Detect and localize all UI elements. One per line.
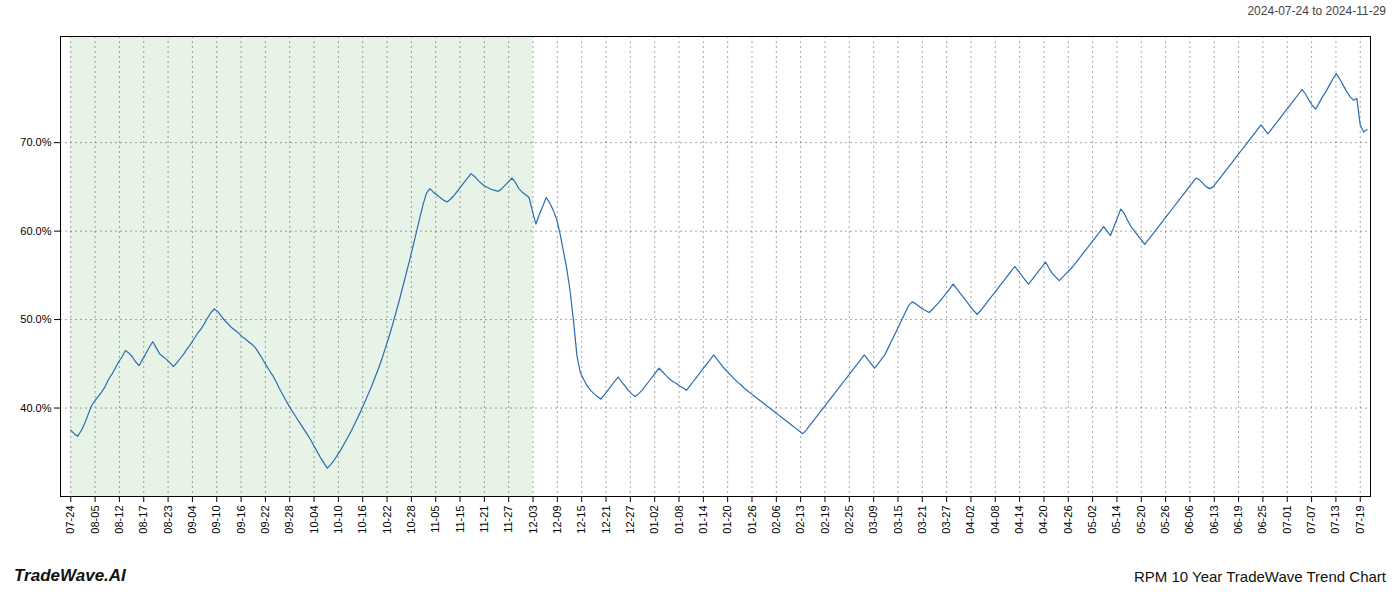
svg-text:05-20: 05-20	[1135, 506, 1147, 534]
svg-text:01-02: 01-02	[648, 506, 660, 534]
svg-text:12-21: 12-21	[600, 506, 612, 534]
svg-text:04-26: 04-26	[1062, 506, 1074, 534]
svg-text:06-25: 06-25	[1256, 506, 1268, 534]
svg-text:50.0%: 50.0%	[20, 313, 51, 325]
svg-text:12-03: 12-03	[527, 506, 539, 534]
svg-text:05-14: 05-14	[1110, 506, 1122, 534]
svg-text:08-05: 08-05	[89, 506, 101, 534]
svg-text:12-15: 12-15	[575, 506, 587, 534]
svg-text:04-14: 04-14	[1013, 506, 1025, 534]
svg-text:08-23: 08-23	[162, 506, 174, 534]
svg-text:01-26: 01-26	[746, 506, 758, 534]
svg-text:10-04: 10-04	[308, 506, 320, 534]
svg-text:08-12: 08-12	[113, 506, 125, 534]
svg-text:06-06: 06-06	[1183, 506, 1195, 534]
svg-text:07-07: 07-07	[1305, 506, 1317, 534]
svg-text:10-22: 10-22	[381, 506, 393, 534]
svg-text:09-04: 09-04	[186, 506, 198, 534]
svg-text:05-26: 05-26	[1159, 506, 1171, 534]
svg-text:04-20: 04-20	[1037, 506, 1049, 534]
svg-text:01-14: 01-14	[697, 506, 709, 534]
svg-text:11-21: 11-21	[478, 506, 490, 533]
svg-text:11-05: 11-05	[429, 506, 441, 533]
svg-text:06-19: 06-19	[1232, 506, 1244, 534]
svg-text:02-06: 02-06	[770, 506, 782, 534]
svg-text:12-09: 12-09	[551, 506, 563, 534]
svg-text:07-01: 07-01	[1281, 506, 1293, 534]
svg-text:07-13: 07-13	[1329, 506, 1341, 534]
svg-text:10-28: 10-28	[405, 506, 417, 534]
svg-text:04-08: 04-08	[989, 506, 1001, 534]
svg-text:10-16: 10-16	[356, 506, 368, 534]
svg-text:40.0%: 40.0%	[20, 402, 51, 414]
svg-text:09-10: 09-10	[210, 506, 222, 534]
svg-text:09-16: 09-16	[235, 506, 247, 534]
svg-text:01-20: 01-20	[721, 506, 733, 534]
svg-text:07-19: 07-19	[1354, 506, 1366, 534]
html-text:TradeWave.AI: TradeWave.AI	[14, 566, 126, 585]
html-text:2024-07-24 to 2024-11-29: 2024-07-24 to 2024-11-29	[1247, 4, 1386, 18]
html-text:RPM 10 Year TradeWave Trend Ch: RPM 10 Year TradeWave Trend Chart	[1133, 567, 1386, 585]
svg-text:09-22: 09-22	[259, 506, 271, 534]
svg-text:03-09: 03-09	[867, 506, 879, 534]
svg-text:03-15: 03-15	[891, 506, 903, 534]
svg-text:01-08: 01-08	[673, 506, 685, 534]
svg-text:12-27: 12-27	[624, 506, 636, 534]
svg-text:04-02: 04-02	[964, 506, 976, 534]
svg-text:08-17: 08-17	[137, 506, 149, 534]
svg-text:03-27: 03-27	[940, 506, 952, 534]
svg-text:09-28: 09-28	[283, 506, 295, 534]
svg-text:03-21: 03-21	[916, 506, 928, 534]
svg-text:06-13: 06-13	[1208, 506, 1220, 534]
svg-text:11-27: 11-27	[502, 506, 514, 533]
svg-text:02-25: 02-25	[843, 506, 855, 534]
svg-text:10-10: 10-10	[332, 506, 344, 534]
svg-text:60.0%: 60.0%	[20, 225, 51, 237]
svg-text:11-15: 11-15	[454, 506, 466, 533]
svg-text:70.0%: 70.0%	[20, 136, 51, 148]
svg-text:05-02: 05-02	[1086, 506, 1098, 534]
svg-text:07-24: 07-24	[64, 506, 76, 534]
svg-text:02-13: 02-13	[794, 506, 806, 534]
svg-text:02-19: 02-19	[819, 506, 831, 534]
